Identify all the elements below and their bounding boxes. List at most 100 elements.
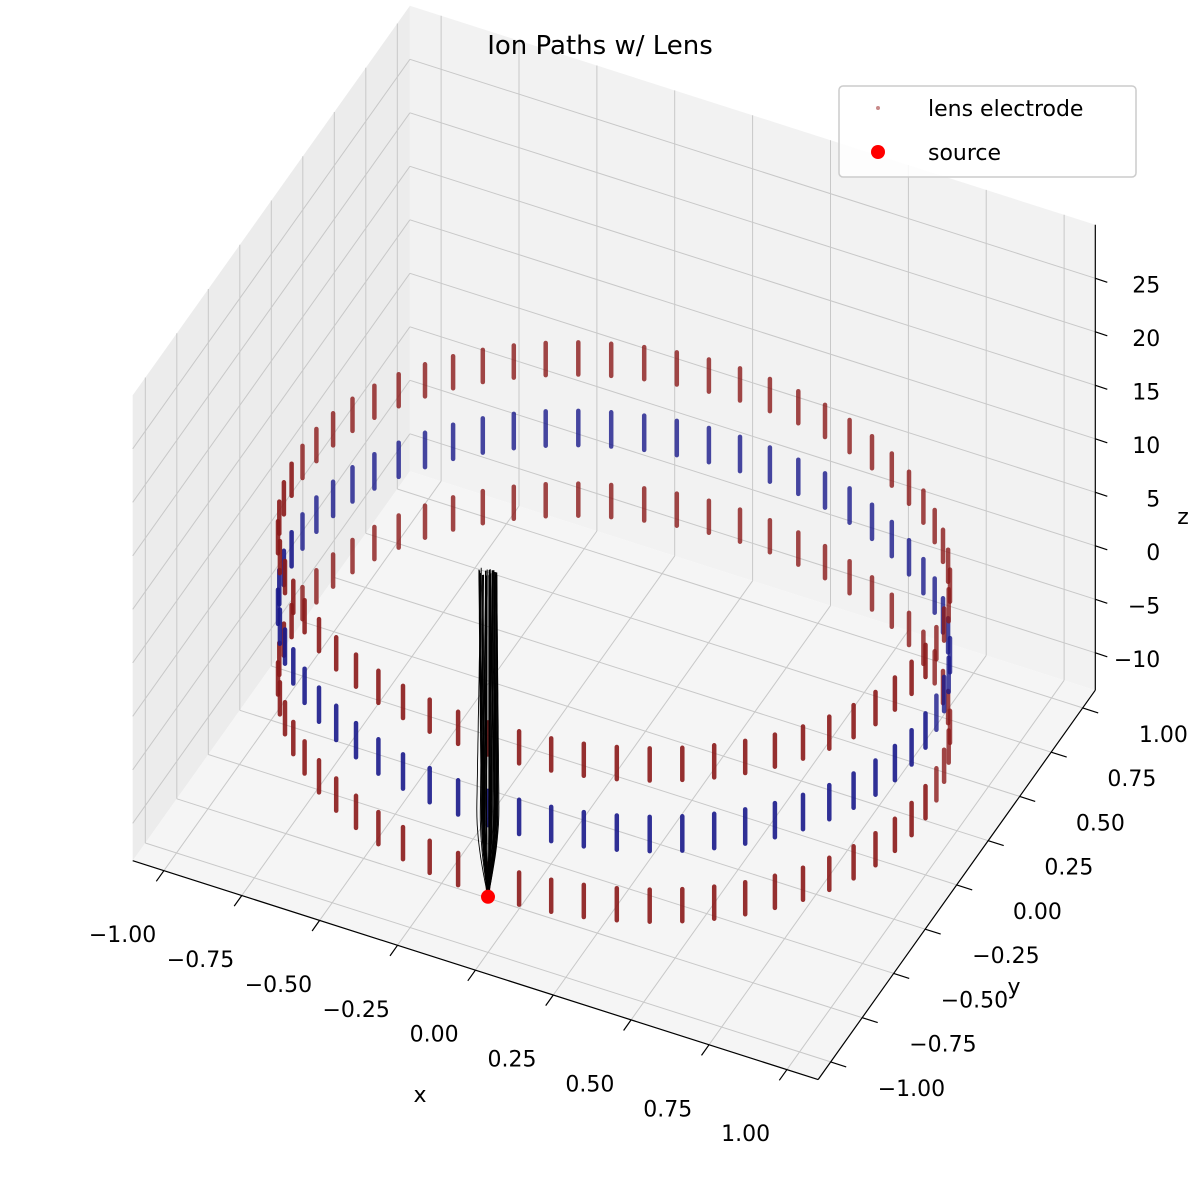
z-tick-mark [1095, 277, 1108, 283]
ion-path [476, 573, 489, 897]
y-tick-mark [925, 928, 941, 935]
ion-path-lines [476, 567, 500, 897]
gridline-left-z [132, 326, 411, 717]
z-tick-mark [1095, 652, 1108, 658]
ion-path [487, 570, 490, 897]
y-tick-mark [1019, 795, 1036, 802]
gridline-floor-y [145, 842, 831, 1063]
x-tick-mark [233, 895, 243, 907]
source-marker-group [481, 889, 495, 904]
y-tick-label: −0.75 [909, 1033, 976, 1058]
x-tick-label: −0.25 [322, 998, 389, 1023]
x-tick-label: 0.50 [565, 1073, 614, 1098]
legend: lens electrode source [838, 85, 1137, 178]
x-tick-label: 0.25 [488, 1048, 537, 1073]
gridline-left-z [132, 112, 411, 503]
y-tick-label: −0.25 [972, 944, 1039, 969]
gridline-floor-y [334, 577, 1020, 797]
ion-path [486, 570, 489, 897]
ion-path [487, 575, 499, 897]
gridline-back-z [409, 112, 1096, 333]
ion-path [487, 574, 497, 897]
source-marker [481, 889, 495, 904]
axis-lines [132, 224, 1108, 1081]
x-tick-labels: −1.00 −0.75 −0.50 −0.25 0.00 0.25 0.50 0.75 1.00 [89, 923, 770, 1147]
legend-marker-lens-electrode [876, 106, 880, 110]
gridline-floor-y [176, 798, 863, 1019]
x-tick-label: 0.00 [410, 1023, 459, 1048]
y-tick-label: 1.00 [1139, 723, 1188, 748]
y-axis-label: y [1007, 975, 1020, 1000]
x-tick-mark [701, 1044, 710, 1056]
x-axis-line [132, 860, 819, 1081]
gridline-floor-y [271, 665, 957, 886]
y-tick-label: 0.75 [1107, 767, 1156, 792]
z-tick-label: 0 [1146, 541, 1160, 566]
x-tick-mark [778, 1069, 788, 1081]
ion-path [480, 567, 489, 897]
x-tick-label: −0.75 [167, 948, 234, 973]
gridline-floor-y [208, 754, 894, 974]
ion-path [479, 574, 489, 897]
ion-path [487, 570, 495, 897]
z-tick-label: 25 [1132, 273, 1160, 298]
gridline-left-z [132, 273, 411, 664]
x-tick-label: −1.00 [89, 923, 156, 948]
gridline-left-z [132, 166, 411, 557]
gridline-back-z [409, 326, 1096, 547]
x-tick-mark [389, 944, 398, 957]
z-tick-label: 5 [1146, 487, 1160, 512]
y-tick-mark [893, 972, 910, 979]
gridline-back-z [409, 379, 1096, 600]
z-tick-label: −10 [1114, 648, 1160, 673]
gridline-back-z [409, 165, 1096, 386]
x-tick-mark [467, 969, 476, 982]
grid-lines [132, 15, 1096, 1070]
legend-frame [838, 85, 1137, 178]
gridline-floor-y [397, 488, 1083, 709]
y-tick-labels: −1.00 −0.75 −0.50 −0.25 0.00 0.25 0.50 0.75 1.00 [878, 723, 1188, 1102]
z-tick-mark [1095, 545, 1108, 551]
ion-path [484, 575, 489, 897]
gridline-back-z [409, 219, 1096, 440]
y-tick-label: 0.50 [1076, 811, 1125, 836]
y-tick-label: −0.50 [941, 988, 1008, 1013]
y-tick-label: −1.00 [878, 1077, 945, 1102]
z-tick-label: −5 [1128, 594, 1160, 619]
z-tick-label: 20 [1132, 327, 1160, 352]
x-tick-label: 0.75 [643, 1097, 692, 1122]
y-tick-mark [956, 884, 973, 891]
chart-title: Ion Paths w/ Lens [487, 31, 713, 61]
z-tick-mark [1095, 384, 1108, 390]
x-tick-label: 1.00 [721, 1122, 770, 1147]
legend-label-source: source [928, 141, 1001, 166]
z-tick-mark [1095, 491, 1108, 497]
ion-path [487, 574, 498, 897]
z-tick-mark [1095, 331, 1108, 337]
y-tick-mark [830, 1061, 847, 1068]
legend-label-lens-electrode: lens electrode [928, 97, 1083, 122]
gridline-floor-y [302, 621, 989, 842]
gridline-back-z [409, 272, 1096, 493]
x-tick-mark [311, 920, 321, 932]
z-tick-label: 10 [1132, 434, 1160, 459]
gridline-back-z [409, 58, 1096, 279]
y-tick-label: 0.25 [1044, 856, 1093, 881]
gridline-left-z [132, 219, 411, 610]
y-tick-mark [1082, 707, 1099, 714]
gridline-back-z [409, 433, 1096, 654]
gridline-left-z [132, 433, 411, 824]
z-tick-labels: −10 −5 0 5 10 15 20 25 [1114, 273, 1160, 673]
x-axis-label: x [413, 1083, 426, 1108]
gridline-left-z [132, 59, 411, 450]
x-tick-mark [155, 870, 165, 882]
y-tick-mark [1051, 751, 1067, 758]
y-tick-mark [862, 1017, 878, 1024]
z-axis-label: z [1177, 505, 1189, 530]
ion-path [487, 572, 496, 897]
legend-marker-source [871, 145, 885, 159]
x-tick-label: −0.50 [245, 973, 312, 998]
ion-path [479, 570, 489, 897]
z-tick-mark [1095, 438, 1108, 444]
